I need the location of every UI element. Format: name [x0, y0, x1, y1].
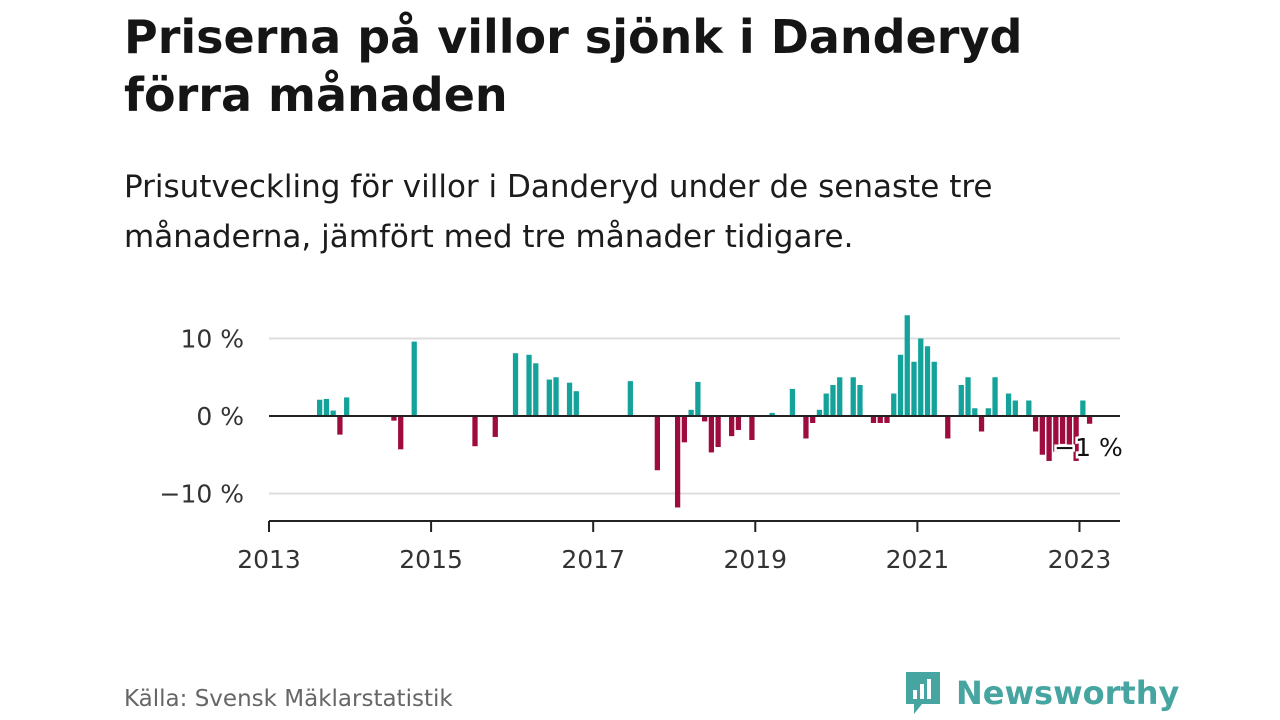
chart-subtitle: Prisutveckling för villor i Danderyd und…	[124, 169, 993, 255]
bar-2020-04	[857, 385, 863, 416]
annotation-label: −1 %	[1054, 433, 1123, 462]
bar-2018-10	[735, 416, 742, 430]
bar-2022-08	[1046, 416, 1052, 461]
bar-2021-10	[978, 416, 985, 432]
bar-2016-10	[573, 391, 579, 416]
bar-2016-03	[526, 354, 532, 416]
bar-2019-10	[816, 409, 823, 416]
bar-2017-06	[627, 381, 633, 417]
bar-2020-12	[911, 361, 917, 416]
x-tick-label: 2021	[886, 545, 950, 574]
chart-bubble-icon	[906, 672, 940, 714]
bar-2013-09	[323, 398, 330, 416]
bar-2019-11	[823, 393, 829, 416]
bar-2018-06	[708, 416, 715, 453]
bars	[317, 315, 1093, 508]
bar-2022-11	[1066, 416, 1072, 447]
bar-2016-01	[512, 353, 519, 416]
y-tick-label: −10 %	[160, 480, 244, 509]
bar-2018-01	[674, 416, 681, 508]
bar-2013-11	[337, 416, 343, 435]
bar-2020-06	[870, 416, 877, 423]
bar-2022-10	[1059, 416, 1066, 444]
source-note: Källa: Svensk Mäklarstatistik	[124, 686, 453, 712]
bar-2020-08	[884, 416, 890, 423]
bar-2018-05	[702, 416, 708, 422]
bar-2022-05	[1026, 400, 1032, 416]
y-tick-label: 0 %	[196, 402, 244, 431]
bar-2018-03	[688, 409, 694, 416]
bar-2020-09	[891, 393, 897, 416]
bar-2015-10	[492, 416, 498, 437]
bar-2014-07	[391, 416, 397, 421]
tick-labels: 10 % 0 % −10 % 2013 2015 2017 2019 2021 2023 −1 %	[160, 325, 1126, 575]
bar-2021-08	[965, 377, 971, 416]
x-tick-label: 2023	[1048, 545, 1112, 574]
bar-2019-12	[830, 385, 836, 416]
bar-2016-04	[533, 363, 539, 416]
bar-2020-01	[837, 377, 843, 416]
bar-2020-07	[877, 416, 883, 423]
x-tick-label: 2015	[399, 545, 463, 574]
bar-2019-09	[810, 416, 816, 423]
bar-2021-02	[924, 346, 931, 416]
x-tick-label: 2019	[723, 545, 787, 574]
bar-2023-02	[1086, 416, 1093, 424]
bar-2014-08	[398, 416, 404, 450]
y-tick-label: 10 %	[180, 325, 244, 354]
brand: Newsworthy	[902, 668, 1179, 718]
bar-2014-10	[411, 341, 417, 416]
bar-2018-07	[715, 416, 721, 447]
bar-2018-04	[695, 381, 701, 416]
bar-2020-03	[850, 377, 856, 416]
bar-2021-09	[972, 408, 978, 416]
bar-2018-09	[729, 416, 735, 437]
bar-2019-06	[789, 388, 796, 417]
bar-2019-08	[803, 416, 809, 439]
bar-2022-03	[1012, 400, 1018, 416]
bar-2013-08	[317, 399, 323, 417]
x-tick-label: 2017	[561, 545, 625, 574]
bar-2013-12	[344, 397, 350, 416]
bar-2016-07	[553, 377, 559, 416]
bar-2021-01	[918, 338, 924, 416]
bar-2023-01	[1080, 400, 1086, 416]
chart-title: Priserna på villor sjönk i Danderyd förr…	[124, 10, 1023, 122]
bar-2021-03	[931, 361, 937, 416]
bar-2021-05	[945, 416, 951, 439]
axes	[268, 415, 1120, 532]
bar-2018-12	[749, 416, 755, 441]
bar-2016-06	[546, 379, 552, 416]
bar-2019-03	[769, 412, 775, 416]
bar-2013-10	[330, 410, 336, 416]
bar-2020-11	[904, 315, 910, 416]
bar-2021-12	[992, 377, 998, 416]
bar-2022-12	[1073, 416, 1079, 461]
brand-name: Newsworthy	[956, 674, 1180, 712]
bar-2015-07	[472, 416, 478, 447]
bar-2022-09	[1053, 416, 1059, 452]
bar-2022-06	[1032, 416, 1039, 432]
bar-2021-07	[958, 385, 964, 416]
bar-2021-11	[985, 408, 991, 416]
bar-2022-07	[1039, 416, 1045, 455]
gridlines	[269, 337, 1120, 495]
bar-2020-10	[897, 354, 904, 416]
bar-2017-10	[654, 416, 660, 471]
bar-chart: 10 % 0 % −10 % 2013 2015 2017 2019 2021 2023 −1 %	[159, 315, 1126, 575]
bar-2022-02	[1005, 393, 1012, 416]
bar-2016-09	[566, 382, 573, 416]
x-tick-label: 2013	[237, 545, 301, 574]
bar-2018-02	[681, 416, 688, 443]
